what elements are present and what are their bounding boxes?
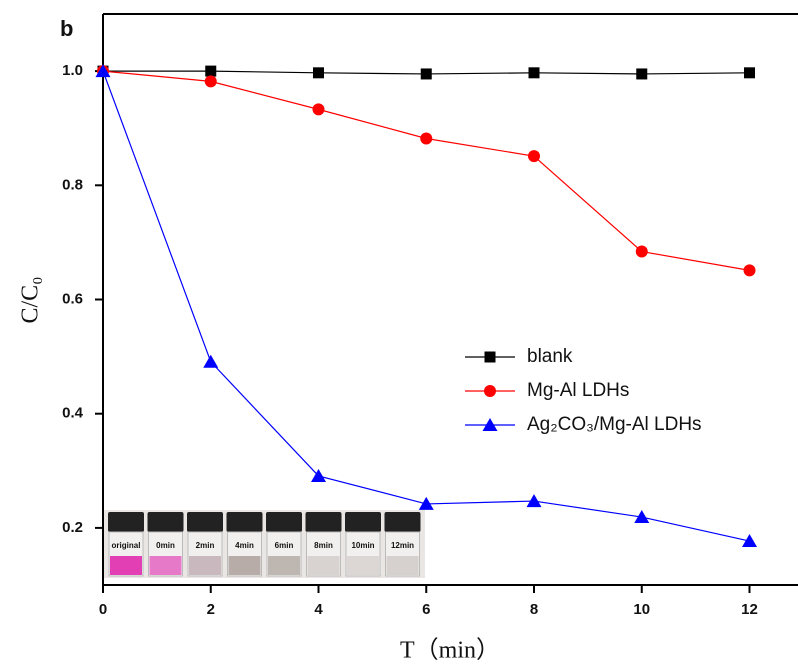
marker — [95, 64, 111, 78]
vial-liquid — [347, 556, 379, 575]
vial-cap — [266, 512, 302, 532]
y-tick-label: 0.2 — [62, 519, 83, 536]
legend-label: Mg-Al LDHs — [527, 380, 629, 401]
vial-liquid — [228, 556, 261, 575]
inset-photo: original 0min 2min 4min 6min 8min 10min 12min — [103, 510, 425, 578]
vial-liquid — [307, 556, 340, 575]
inset-label: 12min — [391, 541, 414, 550]
marker — [420, 132, 433, 145]
marker — [482, 418, 498, 431]
vial-liquid — [110, 556, 142, 575]
marker — [311, 468, 327, 482]
marker — [420, 68, 432, 80]
vial-cap — [305, 512, 342, 532]
vial-cap — [345, 512, 381, 532]
x-tick-label: 2 — [207, 601, 215, 618]
marker — [526, 494, 542, 508]
vial-liquid — [189, 556, 221, 575]
marker — [204, 75, 217, 88]
inset-label: 2min — [196, 541, 215, 550]
marker — [203, 354, 219, 368]
marker — [484, 385, 496, 397]
marker — [418, 496, 434, 510]
marker — [205, 65, 217, 77]
marker — [312, 103, 325, 116]
legend-label: blank — [527, 346, 573, 367]
x-tick-label: 4 — [314, 601, 323, 618]
vial-liquid — [386, 556, 419, 575]
inset-label: 8min — [314, 541, 333, 550]
x-tick-label: 0 — [99, 601, 107, 618]
vial-cap — [187, 512, 223, 532]
marker — [484, 351, 496, 363]
marker — [313, 67, 325, 79]
marker — [634, 510, 650, 524]
y-tick-label: 0.8 — [62, 176, 83, 193]
panel-label: b — [60, 16, 73, 41]
x-tick-label: 12 — [741, 601, 758, 618]
x-tick-label: 10 — [633, 601, 650, 618]
vial-liquid — [149, 556, 182, 575]
marker — [528, 67, 540, 79]
y-tick-label: 0.4 — [62, 405, 84, 422]
inset-label: 6min — [275, 541, 294, 550]
marker — [743, 264, 756, 277]
vial-cap — [147, 512, 184, 532]
marker — [528, 150, 541, 163]
y-axis-label: C/C₀ — [18, 276, 44, 323]
legend-label: Ag₂CO₃/Mg-Al LDHs — [527, 414, 702, 435]
x-tick-label: 6 — [422, 601, 430, 618]
vial-cap — [384, 512, 421, 532]
vial-cap — [108, 512, 144, 532]
marker — [636, 68, 648, 80]
x-axis-label: T（min） — [400, 638, 500, 664]
series-line — [102, 70, 750, 271]
inset-label: original — [112, 541, 141, 550]
inset-label: 4min — [235, 541, 254, 550]
x-tick-label: 8 — [530, 601, 538, 618]
inset-label: 0min — [156, 541, 175, 550]
marker — [635, 245, 648, 258]
y-tick-label: 1.0 — [62, 62, 83, 79]
y-tick-label: 0.6 — [62, 290, 83, 307]
inset-label: 10min — [351, 541, 374, 550]
marker — [744, 67, 756, 79]
vial-liquid — [268, 556, 300, 575]
vial-cap — [226, 512, 263, 532]
marker — [742, 534, 758, 548]
